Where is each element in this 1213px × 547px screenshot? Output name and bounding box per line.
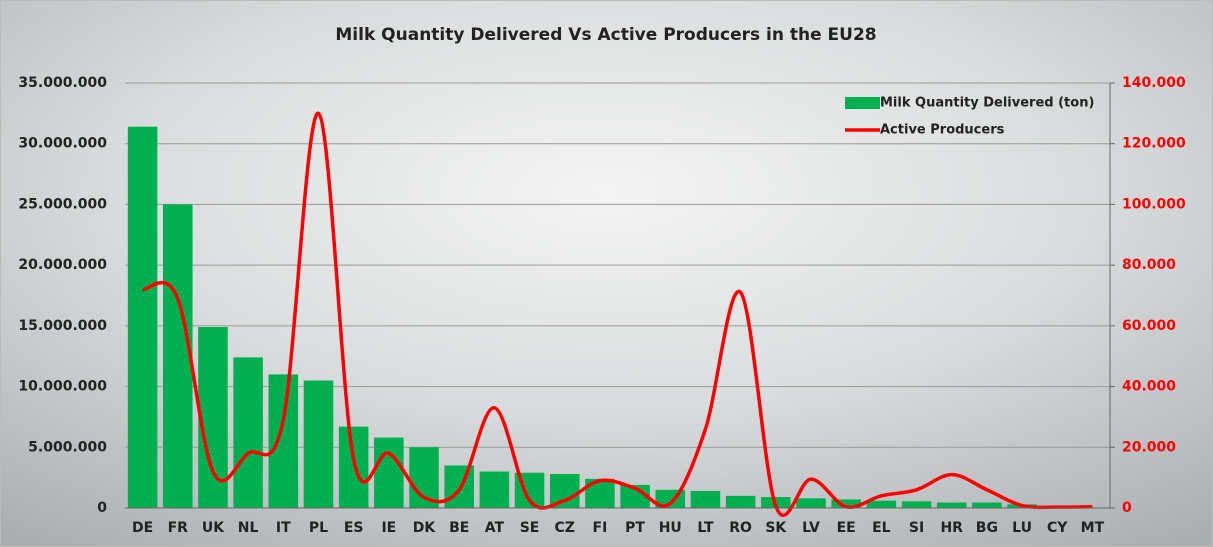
x-tick-label: ES <box>344 520 364 536</box>
bar <box>163 204 193 508</box>
y2-tick-label: 40.000 <box>1122 379 1176 395</box>
x-tick-label: AT <box>485 520 505 536</box>
x-tick-label: DK <box>413 520 437 536</box>
legend-label: Active Producers <box>880 123 1005 138</box>
x-tick-label: LU <box>1012 520 1032 536</box>
bar <box>233 357 263 508</box>
legend-label: Milk Quantity Delivered (ton) <box>880 96 1094 111</box>
legend-swatch <box>845 97 880 109</box>
chart-title: Milk Quantity Delivered Vs Active Produc… <box>335 25 876 45</box>
bar <box>304 381 334 509</box>
bar <box>128 127 158 508</box>
y2-tick-label: 120.000 <box>1122 136 1186 152</box>
bar <box>374 438 404 508</box>
bar <box>480 472 510 508</box>
bar <box>726 496 756 508</box>
bar <box>796 498 826 508</box>
bar <box>691 491 721 508</box>
x-tick-label: LV <box>802 520 820 536</box>
chart: Milk Quantity Delivered Vs Active Produc… <box>0 0 1213 547</box>
x-tick-label: IE <box>381 520 396 536</box>
bar <box>972 503 1002 508</box>
x-tick-label: HR <box>940 520 963 536</box>
y2-tick-label: 80.000 <box>1122 257 1176 273</box>
y2-tick-label: 140.000 <box>1122 75 1186 91</box>
y2-tick-label: 20.000 <box>1122 439 1176 455</box>
x-tick-label: CY <box>1047 520 1068 536</box>
x-tick-label: PT <box>625 520 645 536</box>
x-tick-label: FR <box>168 520 189 536</box>
x-tick-label: DE <box>132 520 153 536</box>
x-tick-label: PL <box>309 520 328 536</box>
x-tick-label: EE <box>837 520 856 536</box>
x-tick-label: BG <box>976 520 998 536</box>
y-tick-label: 20.000.000 <box>18 257 107 273</box>
bar <box>902 501 932 508</box>
y-tick-label: 30.000.000 <box>18 136 107 152</box>
y2-tick-label: 100.000 <box>1122 196 1186 212</box>
y-tick-label: 35.000.000 <box>18 75 107 91</box>
bar <box>937 503 967 508</box>
x-tick-label: BE <box>449 520 469 536</box>
x-tick-label: IT <box>276 520 291 536</box>
x-tick-label: MT <box>1081 520 1105 536</box>
x-tick-label: RO <box>729 520 752 536</box>
x-tick-label: FI <box>593 520 608 536</box>
y-tick-label: 15.000.000 <box>18 318 107 334</box>
x-tick-label: UK <box>202 520 225 536</box>
x-tick-label: CZ <box>555 520 575 536</box>
x-tick-label: EL <box>872 520 891 536</box>
x-tick-label: NL <box>238 520 259 536</box>
x-tick-label: SE <box>520 520 540 536</box>
y-tick-label: 25.000.000 <box>18 196 107 212</box>
bar <box>339 427 369 508</box>
y2-tick-label: 60.000 <box>1122 318 1176 334</box>
y-tick-label: 0 <box>97 500 107 516</box>
bar <box>269 374 299 508</box>
y2-tick-label: 0 <box>1122 500 1132 516</box>
x-tick-label: LT <box>697 520 714 536</box>
x-tick-label: SI <box>909 520 924 536</box>
y-tick-label: 5.000.000 <box>28 439 107 455</box>
x-tick-label: SK <box>765 520 787 536</box>
x-tick-label: HU <box>659 520 682 536</box>
y-tick-label: 10.000.000 <box>18 379 107 395</box>
